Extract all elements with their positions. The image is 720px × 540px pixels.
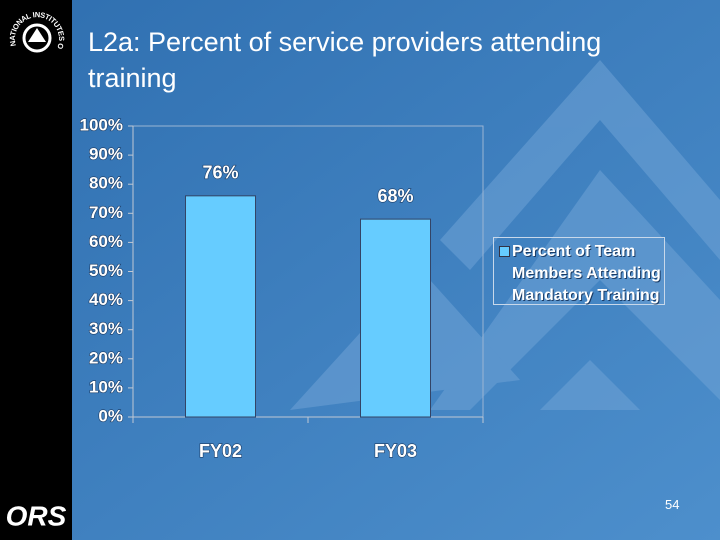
sidebar: [0, 0, 72, 540]
slide-title: L2a: Percent of service providers attend…: [88, 27, 602, 93]
legend: Percent of Team Members Attending Mandat…: [493, 237, 665, 305]
bar: [185, 195, 256, 418]
y-tick-label: 60%: [89, 232, 123, 251]
nih-emblem-mark: [28, 28, 46, 42]
y-tick-label: 80%: [89, 174, 123, 193]
x-tick-label: FY02: [199, 441, 242, 461]
y-tick-label: 20%: [89, 348, 123, 367]
chart: 0% 10% 20% 30% 40% 50% 60% 70% 80% 90% 100% FY02 76%…: [79, 115, 484, 461]
value-label: 76%: [202, 163, 238, 183]
y-tick-label: 30%: [89, 319, 123, 338]
y-tick-label: 10%: [89, 377, 123, 396]
y-tick-label: 50%: [89, 261, 123, 280]
org-logo: ORS: [6, 500, 67, 531]
x-tick-label: FY03: [374, 441, 417, 461]
y-tick-label: 100%: [80, 115, 123, 134]
bar: [360, 218, 431, 418]
y-tick-label: 70%: [89, 203, 123, 222]
y-tick-label: 90%: [89, 145, 123, 164]
nih-emblem: [22, 23, 52, 53]
y-tick-label: 0%: [98, 406, 123, 425]
legend-label: Percent of Team Members Attending Mandat…: [512, 243, 661, 304]
legend-swatch: [499, 246, 510, 257]
y-tick-label: 40%: [89, 290, 123, 309]
value-label: 68%: [377, 186, 413, 206]
page-number: 54: [665, 497, 680, 512]
